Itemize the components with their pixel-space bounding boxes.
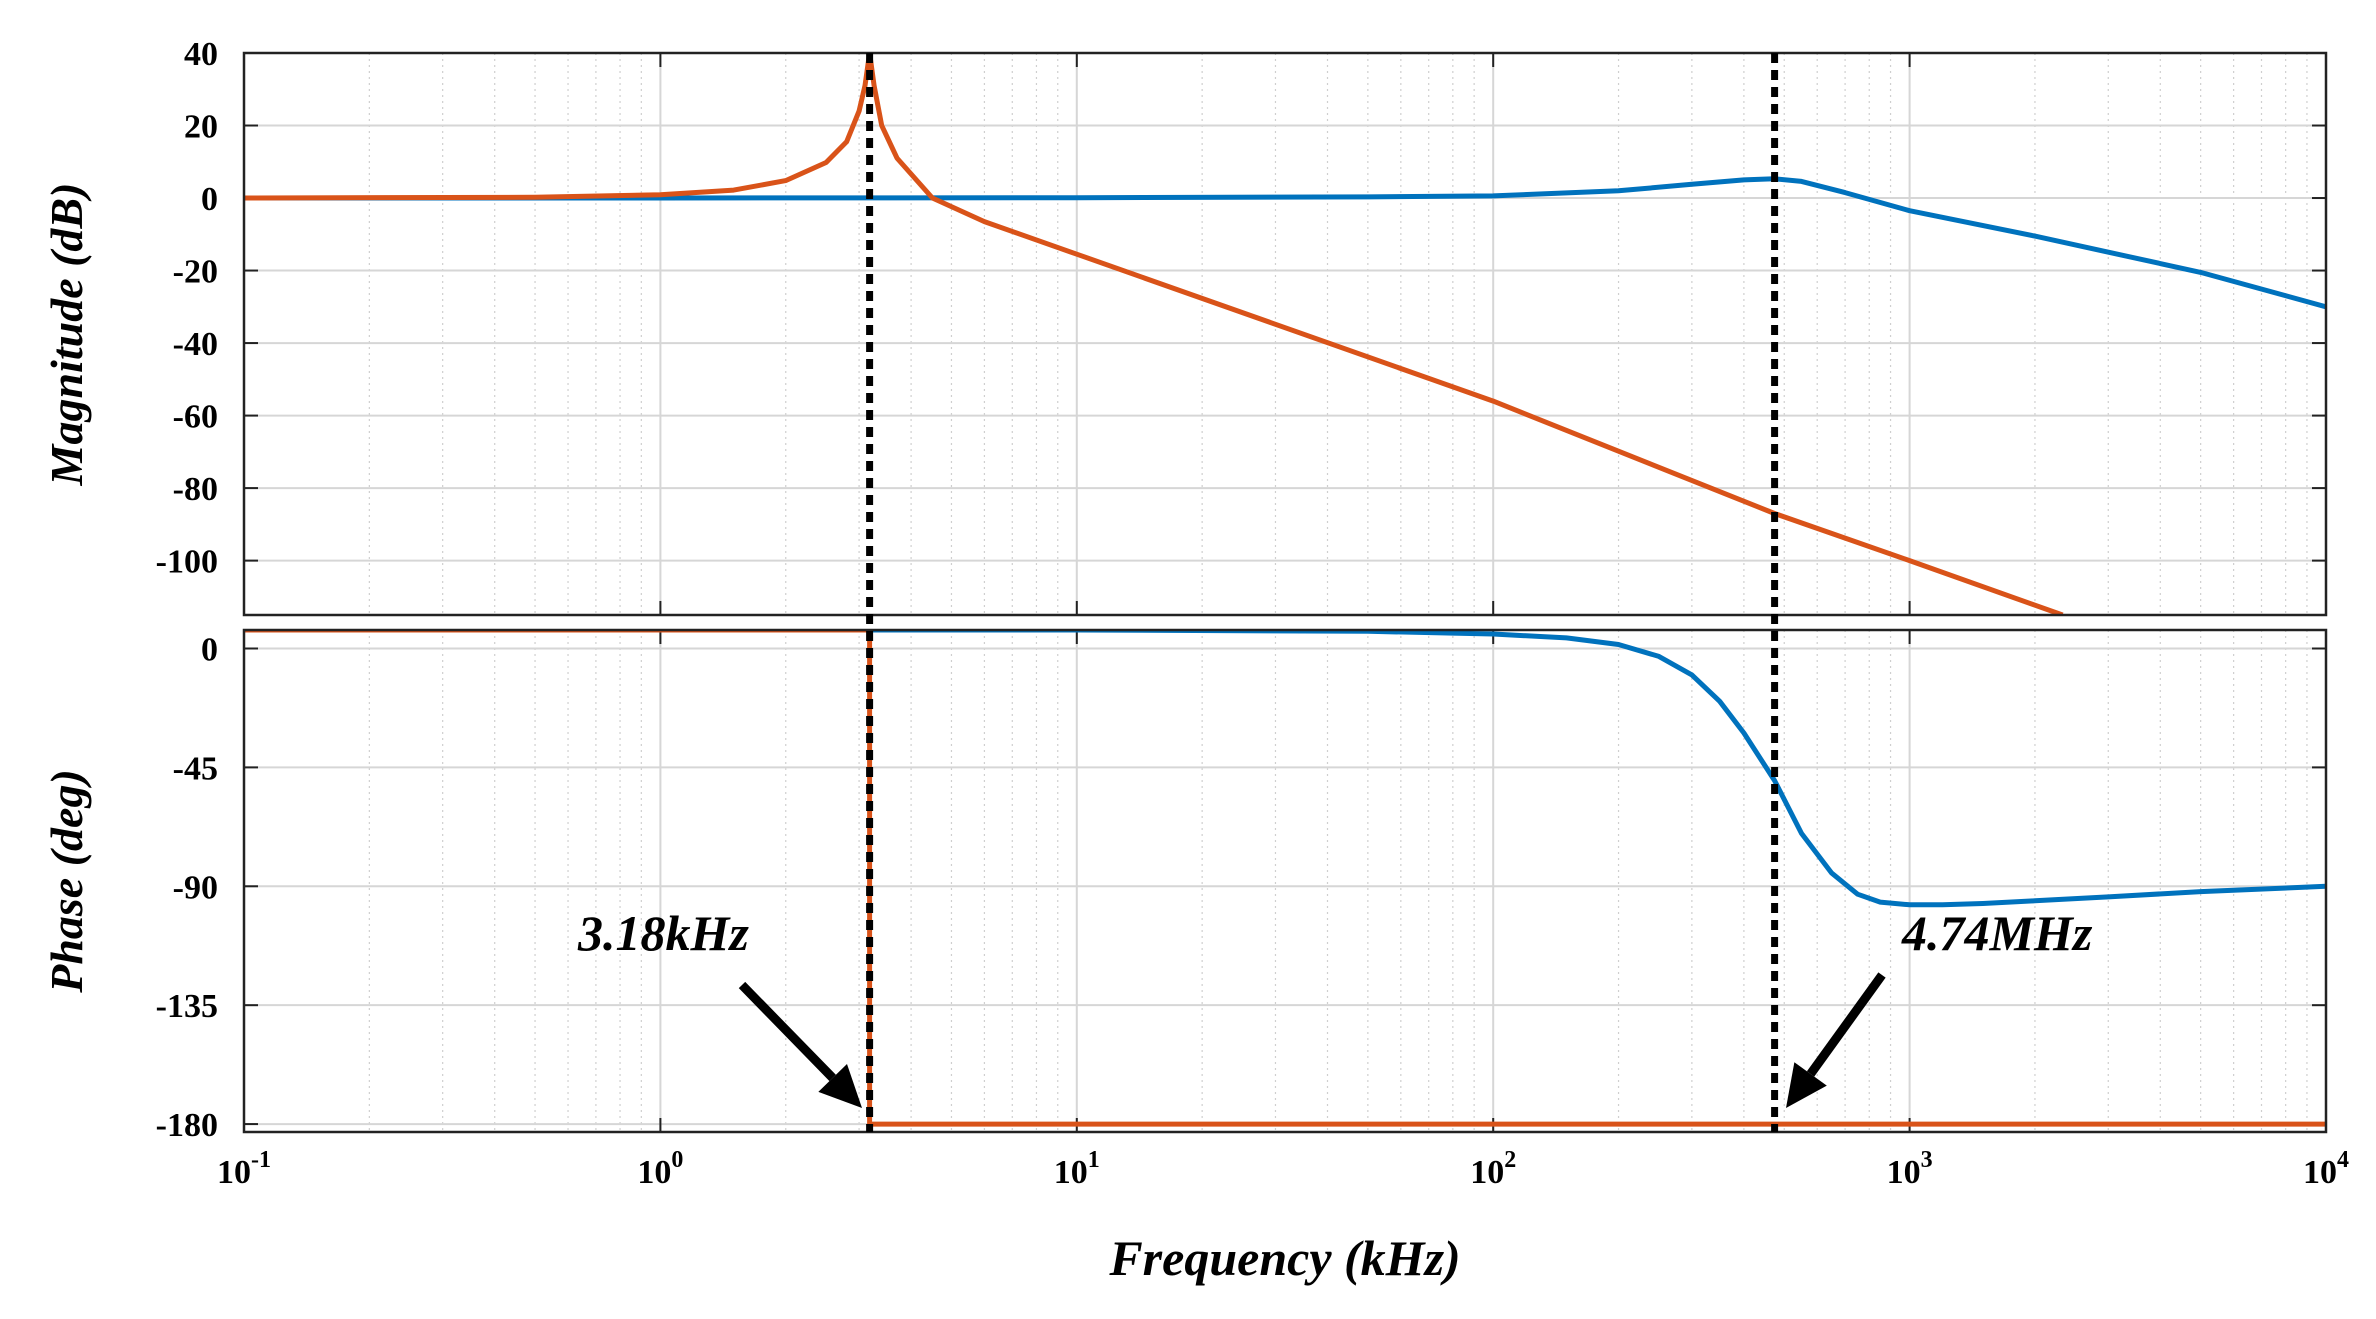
y-tick-label: -20 <box>173 254 218 291</box>
annotation-arrow-shaft <box>1806 972 1886 1077</box>
panel-magnitude: 40 20 0 -20 -40 -60 -80 -100 Magnitude (dB) <box>41 36 2328 617</box>
x-tick-exponent: 1 <box>1088 1147 1100 1173</box>
y-tick-label: 0 <box>201 181 218 218</box>
series-group <box>244 630 2326 1127</box>
x-tick-base: 10 <box>217 1154 251 1191</box>
axes-frame <box>242 628 2328 1134</box>
x-tick-label: 103 <box>1887 1147 1933 1191</box>
x-tick-base: 10 <box>1470 1154 1504 1191</box>
x-tick-base: 10 <box>1054 1154 1088 1191</box>
x-tick-exponent: 0 <box>671 1147 683 1173</box>
y-tick-label: -40 <box>173 326 218 363</box>
annotation-label: 4.74MHz <box>1901 905 2093 961</box>
y-tick-label: -45 <box>173 750 218 787</box>
panel-phase: 0 -45 -90 -135 -180 Phase (deg) <box>41 628 2328 1144</box>
y-tick-label: -180 <box>156 1107 218 1144</box>
y-tick-label: -100 <box>156 544 218 581</box>
x-tick-label: 101 <box>1054 1147 1100 1191</box>
annotation-arrow-head <box>818 1063 862 1108</box>
y-axis-label: Phase (deg) <box>41 769 92 994</box>
y-axis-label: Magnitude (dB) <box>41 183 92 487</box>
x-tick-exponent: 2 <box>1504 1147 1516 1173</box>
annotations: 3.18kHz 4.74MHz <box>577 53 2093 1132</box>
x-tick-base: 10 <box>2303 1154 2337 1191</box>
x-tick-exponent: 3 <box>1921 1147 1933 1173</box>
x-tick-label: 104 <box>2303 1147 2349 1191</box>
y-tick-label: -90 <box>173 869 218 906</box>
series-orange-line <box>244 630 2326 1127</box>
y-tick-label: 20 <box>184 109 218 146</box>
x-tick-label: 100 <box>637 1147 683 1191</box>
series-blue-line <box>869 630 2326 908</box>
x-tick-base: 10 <box>637 1154 671 1191</box>
annotation-label: 3.18kHz <box>577 905 749 961</box>
series-orange-line <box>244 53 2064 615</box>
axes-frame <box>242 51 2328 617</box>
y-tick-label: 40 <box>184 36 218 73</box>
annotation-arrow-shaft <box>738 981 836 1082</box>
x-tick-exponent: 4 <box>2337 1147 2349 1173</box>
x-tick-label: 102 <box>1470 1147 1516 1191</box>
x-tick-labels: 10-1 100 101 102 103 104 <box>217 1147 2349 1191</box>
x-tick-base: 10 <box>1887 1154 1921 1191</box>
y-tick-label: -80 <box>173 471 218 508</box>
y-tick-label: -135 <box>156 988 218 1025</box>
series-group <box>244 53 2326 615</box>
y-tick-label: 0 <box>201 631 218 668</box>
x-axis-label: Frequency (kHz) <box>1108 1230 1460 1286</box>
annotation-arrow-head <box>1786 1062 1827 1108</box>
x-tick-label: 10-1 <box>217 1147 271 1191</box>
x-tick-exponent: -1 <box>251 1147 271 1173</box>
series-blue-line <box>244 176 2326 310</box>
y-tick-label: -60 <box>173 399 218 436</box>
